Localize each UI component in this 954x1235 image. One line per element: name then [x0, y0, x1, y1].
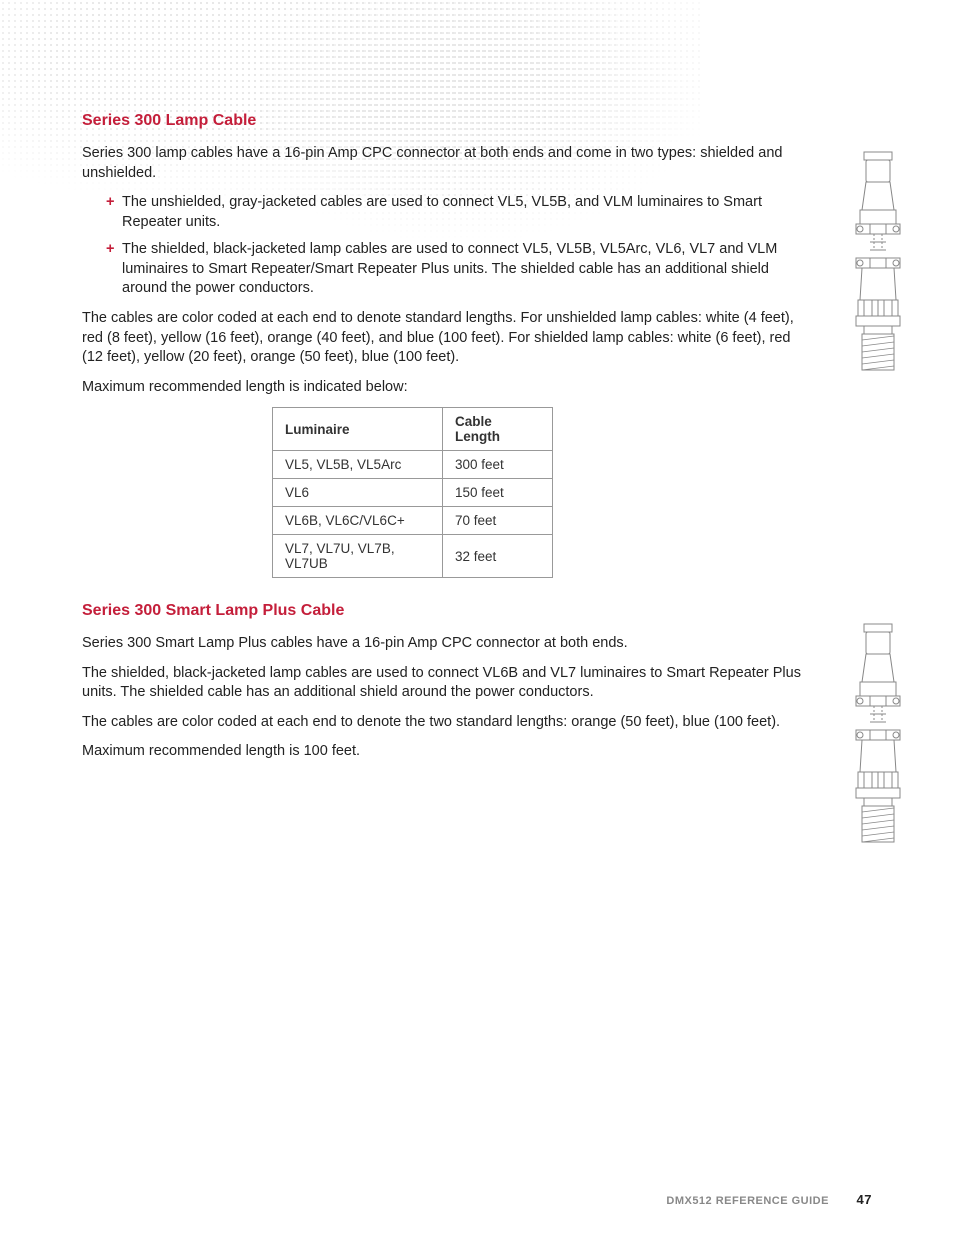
section2-para2: The shielded, black-jacketed lamp cables… — [82, 664, 802, 703]
page-footer: DMX512 REFERENCE GUIDE 47 — [666, 1192, 872, 1207]
section2-heading: Series 300 Smart Lamp Plus Cable — [82, 602, 802, 620]
footer-doc-title: DMX512 REFERENCE GUIDE — [666, 1195, 829, 1207]
table-header: Cable Length — [443, 408, 553, 451]
section2-para3: The cables are color coded at each end t… — [82, 713, 802, 733]
section1-heading: Series 300 Lamp Cable — [82, 112, 802, 130]
section2-para4: Maximum recommended length is 100 feet. — [82, 742, 802, 762]
section1-bullets: The unshielded, gray-jacketed cables are… — [82, 193, 802, 299]
table-row: VL6 150 feet — [273, 479, 553, 507]
section1-color-para: The cables are color coded at each end t… — [82, 309, 802, 368]
section2-para1: Series 300 Smart Lamp Plus cables have a… — [82, 634, 802, 654]
table-row: VL6B, VL6C/VL6C+ 70 feet — [273, 507, 553, 535]
table-row: VL5, VL5B, VL5Arc 300 feet — [273, 451, 553, 479]
bullet-item: The shielded, black-jacketed lamp cables… — [106, 240, 802, 299]
table-header: Luminaire — [273, 408, 443, 451]
section1-max-para: Maximum recommended length is indicated … — [82, 378, 802, 398]
footer-page-number: 47 — [857, 1192, 872, 1207]
cable-length-table: Luminaire Cable Length VL5, VL5B, VL5Arc… — [272, 407, 553, 578]
table-row: VL7, VL7U, VL7B, VL7UB 32 feet — [273, 535, 553, 578]
bullet-item: The unshielded, gray-jacketed cables are… — [106, 193, 802, 232]
section1-intro: Series 300 lamp cables have a 16-pin Amp… — [82, 144, 802, 183]
